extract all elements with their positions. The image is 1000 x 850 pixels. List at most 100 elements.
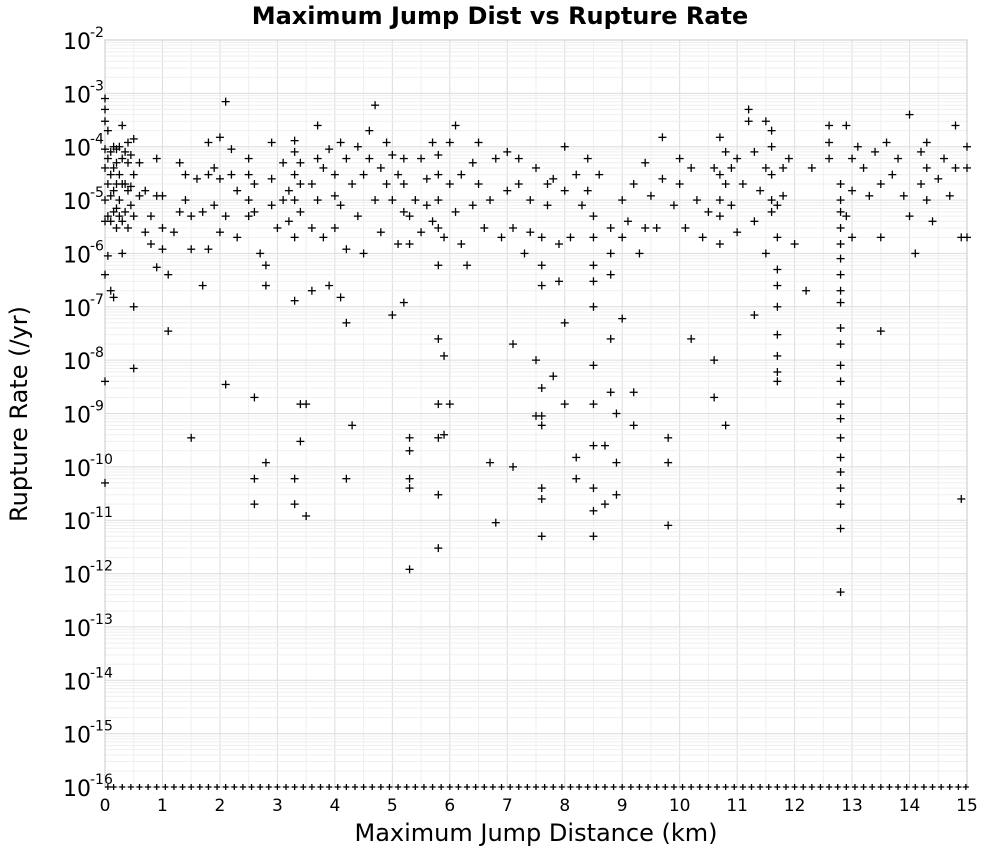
data-point — [589, 400, 598, 409]
data-point — [215, 133, 224, 142]
data-point — [825, 138, 834, 147]
data-point — [715, 240, 724, 249]
data-point — [802, 286, 811, 295]
data-point — [572, 474, 581, 483]
data-point — [836, 286, 845, 295]
data-point — [848, 186, 857, 195]
data-point — [210, 163, 219, 172]
data-point — [710, 393, 719, 402]
floor-point — [938, 784, 945, 790]
floor-point — [515, 784, 522, 790]
floor-point — [670, 784, 677, 790]
data-point — [715, 170, 724, 179]
data-point — [836, 453, 845, 462]
y-tick-base: 10 — [63, 510, 91, 535]
data-point — [152, 263, 161, 272]
data-point — [440, 233, 449, 242]
y-tick-label: 10 -13 — [63, 612, 113, 642]
floor-point — [886, 784, 893, 790]
data-point — [773, 201, 782, 210]
data-point — [365, 126, 374, 135]
data-point — [101, 478, 109, 487]
data-point — [922, 163, 931, 172]
data-point — [187, 245, 196, 254]
data-point — [549, 372, 558, 381]
y-tick-label: 10 -15 — [63, 719, 113, 749]
data-point — [121, 180, 130, 189]
data-point — [382, 180, 391, 189]
data-point — [233, 233, 242, 242]
data-point — [158, 191, 167, 200]
x-tick-label: 3 — [272, 796, 283, 816]
data-point — [129, 134, 138, 143]
floor-point — [326, 784, 333, 790]
data-point — [629, 421, 638, 430]
data-point — [715, 212, 724, 221]
data-point — [440, 351, 449, 360]
data-point — [359, 249, 368, 258]
data-point — [330, 223, 339, 232]
y-tick-exponent: -6 — [90, 238, 104, 254]
data-point — [336, 138, 345, 147]
x-tick-label: 0 — [100, 796, 111, 816]
data-point — [669, 201, 678, 210]
data-point — [198, 207, 207, 216]
data-point — [129, 364, 138, 373]
data-point — [112, 204, 121, 213]
y-tick-exponent: -3 — [90, 78, 104, 94]
data-point — [181, 196, 190, 205]
data-point — [342, 154, 351, 163]
data-point — [503, 186, 512, 195]
data-point — [388, 196, 397, 205]
data-point — [115, 170, 124, 179]
data-point — [319, 233, 328, 242]
data-point — [244, 154, 253, 163]
data-point — [126, 150, 135, 159]
data-point — [664, 433, 673, 442]
data-point — [146, 212, 155, 221]
data-point — [549, 174, 558, 183]
floor-point — [903, 784, 910, 790]
data-point — [836, 240, 845, 249]
y-tick-base: 10 — [63, 30, 91, 55]
floor-point — [274, 784, 281, 790]
data-point — [675, 180, 684, 189]
data-point — [566, 233, 575, 242]
data-point — [256, 249, 265, 258]
floor-point — [619, 784, 626, 790]
data-point — [428, 138, 437, 147]
data-point — [103, 251, 112, 260]
data-point — [721, 421, 730, 430]
data-point — [882, 138, 891, 147]
data-point — [618, 233, 627, 242]
y-tick-exponent: -15 — [90, 719, 113, 735]
data-point — [963, 233, 971, 242]
data-point — [687, 334, 696, 343]
floor-point — [653, 784, 660, 790]
floor-point — [188, 784, 195, 790]
data-point — [537, 281, 546, 290]
data-point — [945, 191, 954, 200]
data-point — [836, 468, 845, 477]
data-point — [215, 174, 224, 183]
data-point — [417, 228, 426, 237]
data-point — [715, 196, 724, 205]
data-point — [509, 223, 518, 232]
data-point — [848, 154, 857, 163]
data-point — [871, 147, 880, 156]
data-point — [434, 261, 443, 270]
y-tick-base: 10 — [63, 404, 91, 429]
floor-point — [231, 784, 238, 790]
data-point — [115, 196, 124, 205]
data-point — [405, 484, 414, 493]
floor-point — [464, 784, 471, 790]
floor-point — [817, 784, 824, 790]
data-point — [434, 223, 443, 232]
y-axis-title: Rupture Rate (/yr) — [5, 306, 33, 522]
data-point — [773, 265, 782, 274]
data-point — [101, 196, 109, 205]
data-point — [767, 126, 776, 135]
y-tick-base: 10 — [63, 137, 91, 162]
data-point — [876, 233, 885, 242]
x-tick-label: 14 — [899, 796, 921, 816]
